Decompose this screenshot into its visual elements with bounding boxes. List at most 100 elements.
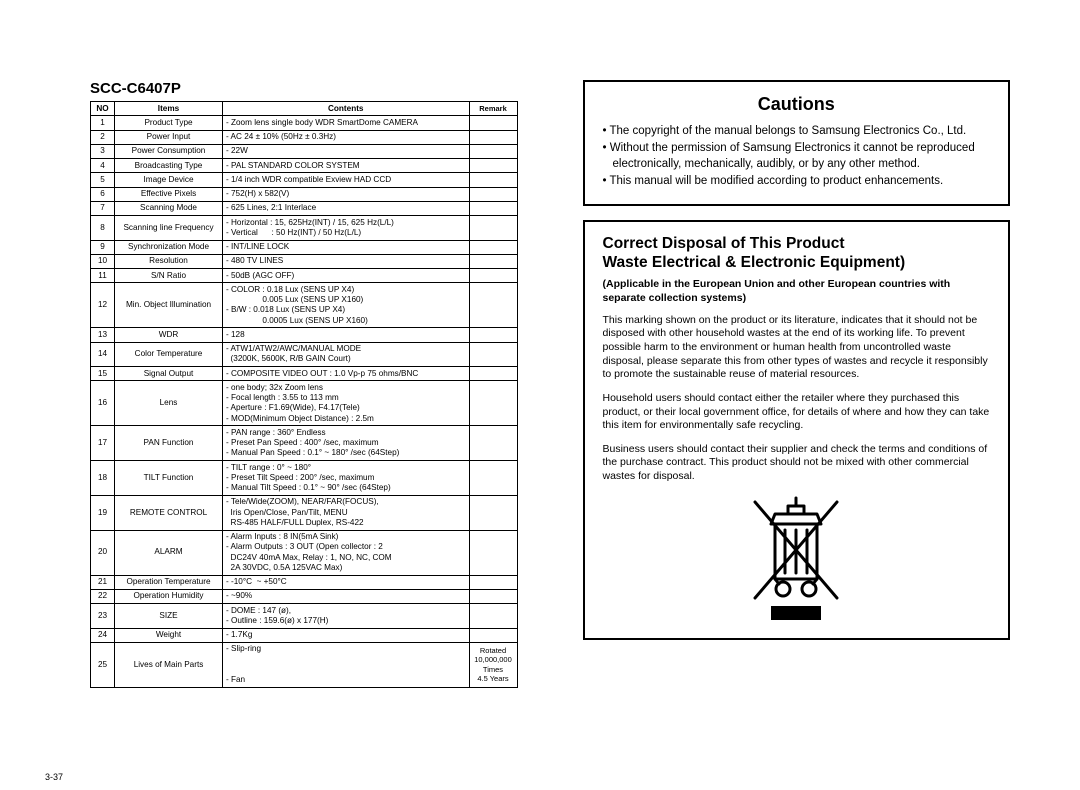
cell-no: 16 <box>91 381 115 426</box>
disposal-p2: Household users should contact either th… <box>603 392 991 433</box>
cell-no: 6 <box>91 187 115 201</box>
cell-no: 1 <box>91 116 115 130</box>
cell-item: SIZE <box>115 604 223 629</box>
cell-remark <box>469 367 517 381</box>
cell-item: REMOTE CONTROL <box>115 495 223 530</box>
table-row: 11S/N Ratio- 50dB (AGC OFF) <box>91 269 518 283</box>
cell-remark <box>469 381 517 426</box>
cell-no: 22 <box>91 589 115 603</box>
cell-content: - 480 TV LINES <box>223 254 470 268</box>
cell-remark <box>469 116 517 130</box>
table-row: 23SIZE- DOME : 147 (ø), - Outline : 159.… <box>91 604 518 629</box>
cell-content: - DOME : 147 (ø), - Outline : 159.6(ø) x… <box>223 604 470 629</box>
table-row: 21Operation Temperature- -10°C ~ +50°C <box>91 575 518 589</box>
cell-remark <box>469 159 517 173</box>
table-row: 20ALARM- Alarm Inputs : 8 IN(5mA Sink) -… <box>91 530 518 575</box>
table-row: 7Scanning Mode- 625 Lines, 2:1 Interlace <box>91 201 518 215</box>
cell-item: Weight <box>115 628 223 642</box>
cell-no: 24 <box>91 628 115 642</box>
cell-content: - 1.7Kg <box>223 628 470 642</box>
cell-item: Signal Output <box>115 367 223 381</box>
th-no: NO <box>91 102 115 116</box>
table-row: 3Power Consumption- 22W <box>91 144 518 158</box>
disposal-subtitle: (Applicable in the European Union and ot… <box>603 278 991 305</box>
cell-remark <box>469 575 517 589</box>
cell-remark <box>469 461 517 496</box>
cell-content: - 50dB (AGC OFF) <box>223 269 470 283</box>
cell-item: Lives of Main Parts <box>115 642 223 687</box>
cell-no: 5 <box>91 173 115 187</box>
table-row: 24Weight- 1.7Kg <box>91 628 518 642</box>
cell-content: - ATW1/ATW2/AWC/MANUAL MODE (3200K, 5600… <box>223 342 470 367</box>
spec-table: NO Items Contents Remark 1Product Type- … <box>90 101 518 688</box>
cell-item: Power Input <box>115 130 223 144</box>
table-row: 12Min. Object Illumination- COLOR : 0.18… <box>91 283 518 328</box>
cell-remark <box>469 144 517 158</box>
model-title: SCC-C6407P <box>90 80 518 97</box>
cell-content: - AC 24 ± 10% (50Hz ± 0.3Hz) <box>223 130 470 144</box>
cell-item: Effective Pixels <box>115 187 223 201</box>
cell-remark <box>469 589 517 603</box>
cell-content: - Alarm Inputs : 8 IN(5mA Sink) - Alarm … <box>223 530 470 575</box>
cell-item: Image Device <box>115 173 223 187</box>
table-row: 17PAN Function- PAN range : 360° Endless… <box>91 426 518 461</box>
cell-no: 14 <box>91 342 115 367</box>
cell-no: 3 <box>91 144 115 158</box>
table-row: 10Resolution- 480 TV LINES <box>91 254 518 268</box>
cell-content: - PAN range : 360° Endless - Preset Pan … <box>223 426 470 461</box>
cell-item: Min. Object Illumination <box>115 283 223 328</box>
cell-no: 4 <box>91 159 115 173</box>
cell-item: Color Temperature <box>115 342 223 367</box>
cell-item: S/N Ratio <box>115 269 223 283</box>
cautions-title: Cautions <box>603 94 991 115</box>
cell-content: - TILT range : 0° ~ 180° - Preset Tilt S… <box>223 461 470 496</box>
cell-content: - 1/4 inch WDR compatible Exview HAD CCD <box>223 173 470 187</box>
cell-item: Broadcasting Type <box>115 159 223 173</box>
table-row: 13WDR- 128 <box>91 328 518 342</box>
cell-no: 25 <box>91 642 115 687</box>
cell-no: 7 <box>91 201 115 215</box>
cell-item: ALARM <box>115 530 223 575</box>
cell-remark <box>469 604 517 629</box>
cell-remark <box>469 173 517 187</box>
table-row: 25Lives of Main Parts- Slip-ring - FanRo… <box>91 642 518 687</box>
table-row: 5Image Device- 1/4 inch WDR compatible E… <box>91 173 518 187</box>
th-remark: Remark <box>469 102 517 116</box>
table-row: 15Signal Output- COMPOSITE VIDEO OUT : 1… <box>91 367 518 381</box>
cell-content: - 128 <box>223 328 470 342</box>
cell-remark <box>469 240 517 254</box>
cell-content: - -10°C ~ +50°C <box>223 575 470 589</box>
disposal-box: Correct Disposal of This Product Waste E… <box>583 220 1011 640</box>
table-row: 6Effective Pixels- 752(H) x 582(V) <box>91 187 518 201</box>
disposal-p3: Business users should contact their supp… <box>603 443 991 484</box>
page-number: 3-37 <box>45 772 63 782</box>
cell-no: 15 <box>91 367 115 381</box>
disposal-p1: This marking shown on the product or its… <box>603 314 991 382</box>
cell-no: 17 <box>91 426 115 461</box>
cell-content: - Zoom lens single body WDR SmartDome CA… <box>223 116 470 130</box>
cell-no: 13 <box>91 328 115 342</box>
cell-item: Scanning line Frequency <box>115 216 223 241</box>
cell-remark <box>469 426 517 461</box>
table-row: 18TILT Function- TILT range : 0° ~ 180° … <box>91 461 518 496</box>
cell-content: - Tele/Wide(ZOOM), NEAR/FAR(FOCUS), Iris… <box>223 495 470 530</box>
cell-no: 23 <box>91 604 115 629</box>
table-row: 19REMOTE CONTROL- Tele/Wide(ZOOM), NEAR/… <box>91 495 518 530</box>
cell-remark <box>469 283 517 328</box>
cautions-item: • This manual will be modified according… <box>603 173 991 190</box>
cell-content: - Slip-ring - Fan <box>223 642 470 687</box>
left-page: SCC-C6407P NO Items Contents Remark 1Pro… <box>40 80 533 760</box>
th-contents: Contents <box>223 102 470 116</box>
right-page: Cautions • The copyright of the manual b… <box>573 80 1041 760</box>
cell-item: Power Consumption <box>115 144 223 158</box>
cell-no: 2 <box>91 130 115 144</box>
cell-no: 21 <box>91 575 115 589</box>
cell-remark <box>469 328 517 342</box>
disposal-title: Correct Disposal of This Product Waste E… <box>603 234 991 273</box>
cell-remark <box>469 254 517 268</box>
cell-item: WDR <box>115 328 223 342</box>
cell-content: - 625 Lines, 2:1 Interlace <box>223 201 470 215</box>
cautions-list: • The copyright of the manual belongs to… <box>603 123 991 190</box>
cell-content: - one body; 32x Zoom lens - Focal length… <box>223 381 470 426</box>
cell-content: - PAL STANDARD COLOR SYSTEM <box>223 159 470 173</box>
